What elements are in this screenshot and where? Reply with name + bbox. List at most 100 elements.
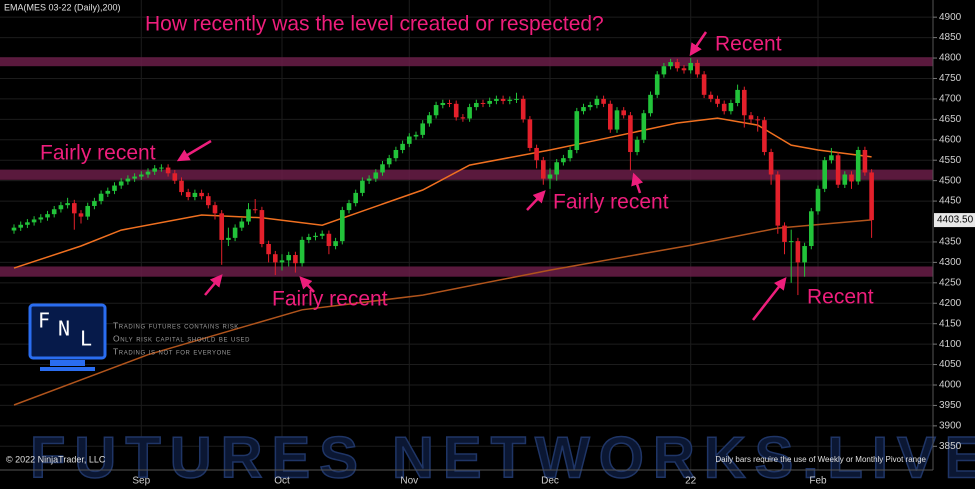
- y-tick-label: 4900: [939, 12, 962, 23]
- y-tick-label: 4100: [939, 339, 962, 350]
- candle-body: [206, 196, 211, 206]
- last-price-box: [934, 213, 975, 228]
- candle-body: [507, 99, 513, 101]
- x-tick-label: Sep: [132, 476, 150, 487]
- candle-body: [340, 210, 345, 242]
- candle-body: [701, 74, 707, 95]
- candle-body: [306, 237, 312, 240]
- y-tick-label: 3900: [939, 421, 962, 432]
- candle-body: [366, 178, 372, 181]
- candles: [11, 58, 874, 296]
- candle-body: [715, 98, 720, 104]
- candle-body: [614, 110, 620, 130]
- candle-body: [520, 98, 526, 120]
- footnote: Daily bars require the use of Weekly or …: [715, 455, 926, 464]
- indicator-title: EMA(MES 03-22 (Daily),200): [4, 2, 121, 12]
- candle-body: [386, 158, 392, 165]
- arrow: [526, 190, 546, 211]
- candle-body: [541, 160, 546, 179]
- candle-body: [319, 233, 325, 236]
- candle-body: [708, 94, 714, 99]
- candle-body: [594, 98, 600, 106]
- candle-body: [266, 243, 271, 255]
- candle-body: [212, 205, 218, 214]
- candle-body: [815, 188, 821, 212]
- y-tick-label: 4300: [939, 257, 962, 268]
- candle-body: [172, 173, 178, 181]
- candle-body: [574, 111, 580, 150]
- candle-body: [869, 172, 874, 221]
- y-tick-label: 4250: [939, 277, 962, 288]
- candle-body: [293, 255, 298, 264]
- annotation-title: How recently was the level created or re…: [145, 13, 604, 36]
- candle-body: [768, 152, 774, 175]
- candle-body: [500, 98, 506, 101]
- candle-body: [681, 68, 687, 71]
- arrow: [204, 274, 223, 296]
- zones: [0, 57, 933, 277]
- logo-letter: F: [38, 309, 50, 333]
- candle-body: [132, 176, 137, 179]
- candle-body: [98, 193, 104, 202]
- arrows: [176, 31, 787, 321]
- candle-body: [400, 143, 405, 150]
- y-tick-label: 4850: [939, 32, 962, 43]
- candle-body: [494, 98, 499, 101]
- candle-body: [855, 149, 861, 182]
- candle-body: [85, 205, 90, 217]
- level-zone: [0, 169, 933, 180]
- candle-body: [547, 174, 553, 179]
- y-tick-label: 4350: [939, 237, 962, 248]
- candle-body: [581, 107, 586, 112]
- candle-body: [675, 62, 680, 69]
- candle-body: [795, 241, 801, 263]
- candle-body: [18, 224, 23, 228]
- candle-body: [259, 210, 265, 244]
- candle-body: [688, 62, 693, 71]
- ema-line: [13, 117, 872, 269]
- candle-body: [420, 123, 425, 135]
- candle-body: [554, 162, 559, 175]
- candle-body: [742, 89, 747, 116]
- y-tick-label: 4200: [939, 298, 962, 309]
- disclaimer-line: Trading is not for everyone: [113, 346, 231, 356]
- candle-body: [514, 98, 519, 100]
- annotation: Recent: [807, 286, 874, 309]
- x-tick-label: 22: [685, 476, 697, 487]
- candle-body: [118, 181, 124, 186]
- candle-body: [728, 102, 734, 112]
- candle-body: [862, 149, 868, 173]
- y-tick-label: 4550: [939, 155, 962, 166]
- logo: F N L: [28, 303, 107, 371]
- y-tick-label: 4800: [939, 53, 962, 64]
- copyright: © 2022 NinjaTrader, LLC: [6, 454, 106, 464]
- x-tick-label: Feb: [809, 476, 827, 487]
- candle-body: [192, 192, 198, 197]
- candle-body: [480, 102, 486, 104]
- y-tick-label: 4750: [939, 73, 962, 84]
- candle-body: [782, 225, 787, 242]
- candle-body: [721, 103, 727, 112]
- candle-body: [413, 134, 419, 137]
- candle-body: [51, 209, 57, 215]
- logo-screen: [28, 303, 107, 360]
- candle-body: [407, 136, 412, 144]
- y-tick-label: 4650: [939, 114, 962, 125]
- candle-body: [78, 213, 84, 217]
- candle-body: [835, 155, 841, 185]
- candle-body: [179, 180, 184, 193]
- y-tick-label: 4600: [939, 134, 962, 145]
- candle-body: [661, 66, 667, 75]
- candle-body: [380, 164, 385, 173]
- candle-body: [246, 209, 251, 222]
- annotation: Fairly recent: [40, 142, 156, 165]
- candle-body: [601, 98, 606, 104]
- candle-body: [561, 158, 566, 163]
- x-tick-label: Dec: [541, 476, 559, 487]
- candle-body: [219, 213, 224, 240]
- arrow: [689, 31, 708, 57]
- candle-body: [755, 119, 760, 121]
- candle-body: [279, 260, 285, 263]
- candle-body: [139, 174, 144, 177]
- candle-body: [185, 192, 191, 197]
